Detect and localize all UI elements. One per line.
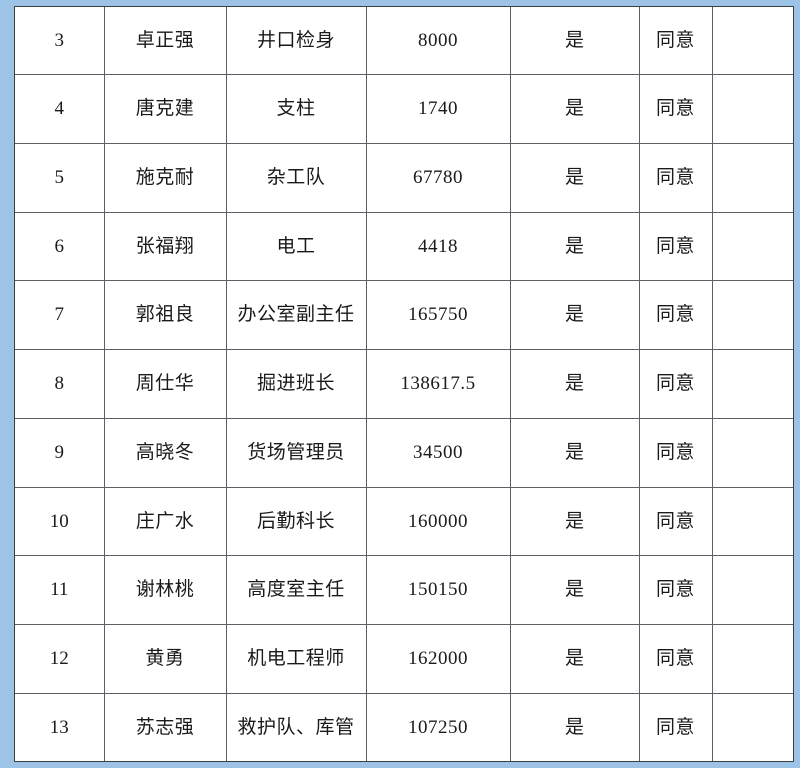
cell-blank (711, 624, 793, 694)
cell-blank (711, 211, 793, 282)
cell-opinion: 同意 (638, 280, 713, 351)
cell-name: 黄勇 (103, 624, 227, 694)
cell-seq: 5 (15, 142, 105, 213)
table-body: 3 卓正强 井口检身 8000 是同意 4 唐克建 支柱 1740 是同意 5 施克耐 杂工队 67780… (15, 7, 793, 761)
cell-flag: 是 (509, 486, 640, 557)
cell-name: 周仕华 (103, 349, 227, 419)
cell-blank (711, 349, 793, 419)
cell-blank (711, 74, 793, 144)
table-row: 9 高晓冬 货场管理员 34500 是同意 (15, 417, 793, 488)
table-row: 11 谢林桃 高度室主任 150150 是同意 (15, 555, 793, 626)
cell-amount: 34500 (365, 417, 511, 488)
cell-seq: 4 (15, 74, 105, 144)
cell-amount: 107250 (365, 692, 511, 761)
cell-name: 唐克建 (103, 74, 227, 144)
cell-name: 高晓冬 (103, 417, 227, 488)
cell-seq: 9 (15, 417, 105, 488)
cell-blank (711, 142, 793, 213)
cell-post: 机电工程师 (225, 624, 367, 694)
cell-flag: 是 (509, 142, 640, 213)
cell-amount: 67780 (365, 142, 511, 213)
cell-flag: 是 (509, 7, 640, 76)
cell-name: 庄广水 (103, 486, 227, 557)
cell-opinion: 同意 (638, 692, 713, 761)
cell-post: 井口检身 (225, 7, 367, 76)
cell-amount: 162000 (365, 624, 511, 694)
cell-post: 后勤科长 (225, 486, 367, 557)
cell-flag: 是 (509, 211, 640, 282)
cell-opinion: 同意 (638, 211, 713, 282)
cell-opinion: 同意 (638, 349, 713, 419)
table-row: 4 唐克建 支柱 1740 是同意 (15, 74, 793, 144)
cell-amount: 138617.5 (365, 349, 511, 419)
cell-seq: 3 (15, 7, 105, 76)
cell-name: 卓正强 (103, 7, 227, 76)
cell-name: 施克耐 (103, 142, 227, 213)
cell-seq: 13 (15, 692, 105, 761)
cell-opinion: 同意 (638, 7, 713, 76)
cell-opinion: 同意 (638, 417, 713, 488)
cell-blank (711, 417, 793, 488)
cell-post: 高度室主任 (225, 555, 367, 626)
cell-post: 救护队、库管 (225, 692, 367, 761)
cell-opinion: 同意 (638, 142, 713, 213)
cell-post: 掘进班长 (225, 349, 367, 419)
cell-opinion: 同意 (638, 624, 713, 694)
cell-seq: 7 (15, 280, 105, 351)
cell-opinion: 同意 (638, 74, 713, 144)
cell-post: 货场管理员 (225, 417, 367, 488)
cell-seq: 12 (15, 624, 105, 694)
cell-blank (711, 486, 793, 557)
personnel-table: 3 卓正强 井口检身 8000 是同意 4 唐克建 支柱 1740 是同意 5 施克耐 杂工队 67780… (15, 7, 793, 761)
cell-seq: 8 (15, 349, 105, 419)
cell-name: 苏志强 (103, 692, 227, 761)
table-row: 8 周仕华 掘进班长 138617.5 是同意 (15, 349, 793, 419)
cell-amount: 1740 (365, 74, 511, 144)
cell-flag: 是 (509, 692, 640, 761)
cell-name: 张福翔 (103, 211, 227, 282)
cell-blank (711, 280, 793, 351)
cell-opinion: 同意 (638, 555, 713, 626)
cell-amount: 160000 (365, 486, 511, 557)
cell-flag: 是 (509, 417, 640, 488)
cell-amount: 4418 (365, 211, 511, 282)
table-row: 10 庄广水 后勤科长 160000 是同意 (15, 486, 793, 557)
cell-amount: 150150 (365, 555, 511, 626)
cell-seq: 11 (15, 555, 105, 626)
cell-amount: 165750 (365, 280, 511, 351)
cell-blank (711, 7, 793, 76)
cell-name: 郭祖良 (103, 280, 227, 351)
cell-opinion: 同意 (638, 486, 713, 557)
cell-flag: 是 (509, 280, 640, 351)
cell-flag: 是 (509, 349, 640, 419)
table-row: 3 卓正强 井口检身 8000 是同意 (15, 7, 793, 76)
table-row: 13 苏志强 救护队、库管 107250 是同意 (15, 692, 793, 761)
cell-seq: 6 (15, 211, 105, 282)
cell-blank (711, 692, 793, 761)
cell-post: 杂工队 (225, 142, 367, 213)
cell-blank (711, 555, 793, 626)
cell-seq: 10 (15, 486, 105, 557)
cell-flag: 是 (509, 74, 640, 144)
cell-name: 谢林桃 (103, 555, 227, 626)
cell-post: 支柱 (225, 74, 367, 144)
table-viewport: 3 卓正强 井口检身 8000 是同意 4 唐克建 支柱 1740 是同意 5 施克耐 杂工队 67780… (14, 6, 794, 762)
cell-post: 办公室副主任 (225, 280, 367, 351)
cell-post: 电工 (225, 211, 367, 282)
table-row: 12 黄勇 机电工程师 162000 是同意 (15, 624, 793, 694)
table-row: 7 郭祖良 办公室副主任 165750 是同意 (15, 280, 793, 351)
table-row: 5 施克耐 杂工队 67780 是同意 (15, 142, 793, 213)
cell-flag: 是 (509, 555, 640, 626)
table-row: 6 张福翔 电工 4418 是同意 (15, 211, 793, 282)
cell-flag: 是 (509, 624, 640, 694)
cell-amount: 8000 (365, 7, 511, 76)
